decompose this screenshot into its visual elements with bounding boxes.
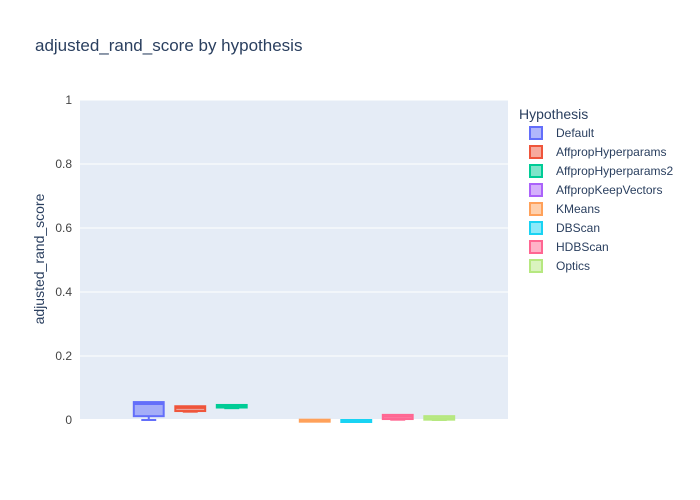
y-tick-label: 0.8 (55, 157, 72, 171)
y-tick-label: 0.4 (55, 285, 72, 299)
legend-item[interactable]: Optics (529, 259, 590, 273)
legend-label: KMeans (556, 202, 600, 216)
plot-area (80, 100, 508, 420)
box-affprophyperparams2[interactable] (215, 403, 248, 410)
box-body (132, 401, 165, 418)
legend-item[interactable]: HDBScan (529, 240, 609, 254)
legend-label: Default (556, 126, 595, 140)
box-optics[interactable] (423, 415, 456, 421)
legend-swatch (529, 259, 543, 273)
legend-label: AffpropHyperparams2 (556, 164, 673, 178)
boxes (132, 401, 456, 423)
legend-label: Optics (556, 259, 590, 273)
legend-swatch (529, 183, 543, 197)
legend-label: DBScan (556, 221, 600, 235)
legend: Hypothesis Default AffpropHyperparams Affp… (519, 106, 673, 273)
y-tick-label: 0.2 (55, 349, 72, 363)
box-default[interactable] (132, 401, 165, 421)
y-tick-label: 1 (65, 93, 72, 107)
legend-item[interactable]: AffpropHyperparams (529, 145, 667, 159)
legend-item[interactable]: AffpropHyperparams2 (529, 164, 673, 178)
legend-swatch (529, 145, 543, 159)
legend-swatch (529, 221, 543, 235)
legend-label: AffpropHyperparams (556, 145, 667, 159)
y-axis-title: adjusted_rand_score (31, 193, 47, 324)
legend-swatch (529, 240, 543, 254)
legend-swatch (529, 126, 543, 140)
legend-item[interactable]: AffpropKeepVectors (529, 183, 663, 197)
box-dbscan[interactable] (340, 419, 373, 423)
box-kmeans[interactable] (298, 418, 331, 423)
legend-label: AffpropKeepVectors (556, 183, 663, 197)
chart-title: adjusted_rand_score by hypothesis (35, 36, 302, 55)
legend-item[interactable]: KMeans (529, 202, 600, 216)
legend-swatch (529, 202, 543, 216)
y-axis-ticks: 0 0.2 0.4 0.6 0.8 1 (55, 93, 72, 427)
legend-swatch (529, 164, 543, 178)
box-hdbscan[interactable] (381, 413, 414, 421)
legend-title: Hypothesis (519, 106, 588, 122)
box-affprophyperparams[interactable] (174, 405, 207, 413)
y-tick-label: 0 (65, 413, 72, 427)
legend-item[interactable]: Default (529, 126, 595, 140)
legend-label: HDBScan (556, 240, 609, 254)
legend-item[interactable]: DBScan (529, 221, 600, 235)
y-tick-label: 0.6 (55, 221, 72, 235)
